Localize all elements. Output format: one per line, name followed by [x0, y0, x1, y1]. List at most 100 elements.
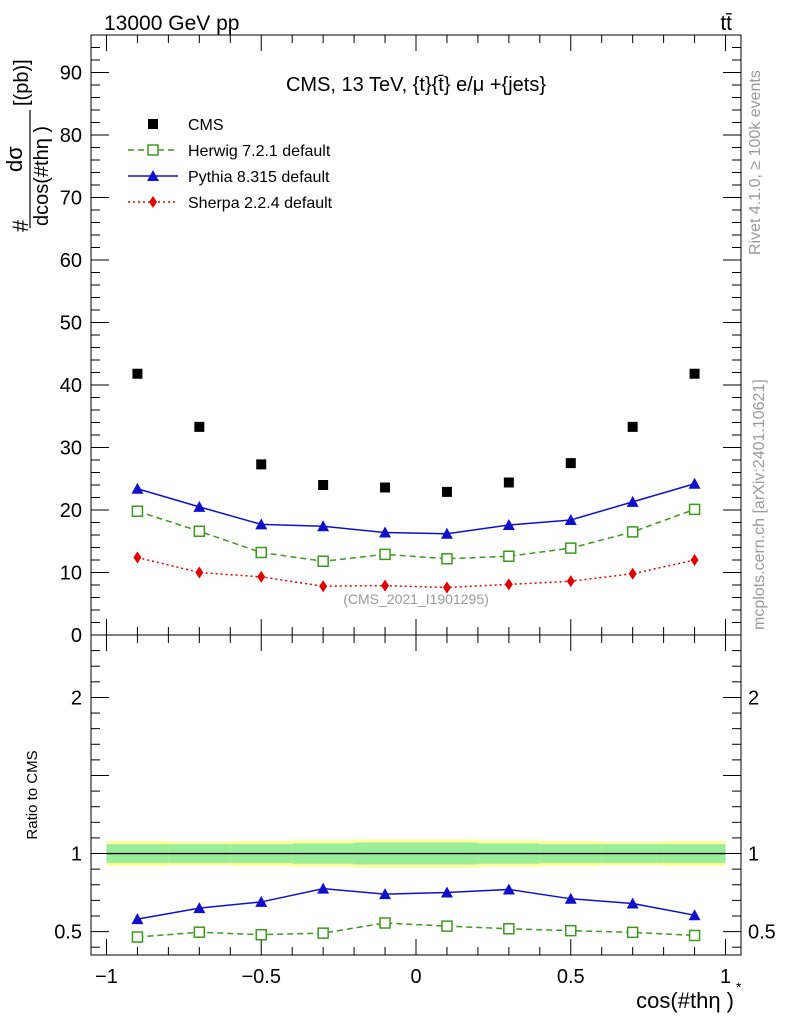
y-label-prefix: #: [8, 219, 33, 232]
ratio-y-axis-label: Ratio to CMS: [24, 750, 41, 839]
data-point-herwig: [255, 546, 267, 559]
data-point-pythia: [317, 520, 330, 532]
main-y-tick-label: 0: [71, 625, 82, 647]
data-point-pythia: [255, 895, 268, 907]
data-point-herwig: [441, 553, 453, 565]
energy-label: 13000 GeV pp: [104, 12, 239, 35]
data-point-cms: [627, 421, 638, 432]
y-label-unit: [(pb)]: [11, 59, 33, 106]
data-point-sherpa: [195, 566, 204, 579]
data-point-pythia: [688, 909, 701, 921]
data-point-cms: [441, 486, 452, 497]
y-label-denominator: dcos(#thη ): [31, 126, 53, 226]
data-point-cms: [565, 458, 576, 469]
data-point-herwig: [626, 926, 639, 939]
data-point-sherpa: [504, 578, 513, 591]
data-point-pythia: [379, 888, 392, 900]
data-point-herwig: [565, 542, 577, 554]
data-point-pythia: [193, 500, 206, 512]
main-y-tick-label: 50: [60, 313, 82, 335]
ratio-line-herwig: [137, 922, 695, 938]
data-point-cms: [689, 368, 700, 379]
x-tick-label: 1: [720, 966, 731, 988]
data-point-cms: [148, 119, 158, 129]
data-point-herwig: [317, 555, 329, 567]
rivet-label: Rivet 4.1.0, ≥ 100k events: [747, 70, 764, 255]
data-point-pythia: [131, 913, 144, 925]
y-label-numerator: dσ: [2, 146, 27, 172]
main-y-tick-label: 20: [60, 500, 82, 522]
data-point-pythia: [440, 527, 453, 539]
data-point-pythia: [564, 514, 577, 525]
data-point-pythia: [147, 170, 159, 181]
process-label: tt̄: [720, 12, 732, 35]
data-point-herwig: [441, 920, 453, 932]
analysis-watermark: (CMS_2021_I1901295): [343, 591, 489, 607]
data-point-herwig: [379, 917, 391, 929]
main-y-tick-label: 90: [60, 63, 82, 85]
main-y-tick-label: 40: [60, 375, 82, 397]
ratio-panel-frame: [90, 634, 742, 956]
main-axes: 0 10 20 30 40 50 60 70 80 90: [60, 35, 741, 647]
data-point-sherpa: [257, 570, 266, 583]
data-point-herwig: [688, 929, 701, 942]
data-point-herwig: [317, 927, 329, 939]
main-y-tick-label: 30: [60, 438, 82, 460]
data-point-pythia: [626, 495, 639, 507]
data-point-herwig: [255, 928, 267, 941]
data-point-cms: [318, 480, 329, 490]
data-point-sherpa: [149, 196, 157, 208]
legend-label: Pythia 8.315 default: [188, 169, 330, 186]
main-y-tick-label: 80: [60, 125, 82, 147]
ratio-line-pythia: [137, 887, 695, 920]
data-point-pythia: [564, 892, 577, 904]
main-y-tick-label: 10: [60, 563, 82, 585]
data-point-sherpa: [690, 554, 699, 566]
x-tick-label: −1: [95, 966, 118, 988]
data-point-herwig: [503, 550, 515, 562]
series-line-sherpa: [137, 556, 695, 589]
data-point-cms: [194, 421, 205, 432]
data-point-cms: [256, 459, 267, 470]
data-point-cms: [132, 368, 143, 379]
x-tick-label: −0.5: [241, 966, 280, 988]
ratio-panel: Ratio to CMS −1 −0.5 0 0.5 1 0.5 0.5 1 1 2 2 cos(#…: [24, 634, 776, 1013]
x-tick-label: 0: [410, 966, 421, 988]
data-point-pythia: [193, 902, 206, 914]
mcplots-label: mcplots.cern.ch [arXiv:2401.10621]: [751, 379, 768, 630]
data-point-sherpa: [133, 551, 142, 564]
ratio-y-tick-label: 2: [71, 687, 82, 709]
main-marks: [131, 368, 701, 594]
x-tick-label: 0.5: [557, 966, 585, 988]
data-point-pythia: [688, 477, 701, 489]
data-point-herwig: [193, 926, 206, 938]
ratio-uncertainty-band: [106, 839, 726, 868]
main-panel: CMS, 13 TeV, {t}{t̄} e/μ +{jets} (CMS_20…: [2, 34, 742, 647]
ratio-marks: [131, 882, 701, 943]
data-point-cms: [380, 482, 391, 493]
data-point-herwig: [565, 924, 577, 937]
data-point-sherpa: [566, 575, 575, 588]
chart-title: CMS, 13 TeV, {t}{t̄} e/μ +{jets}: [286, 74, 546, 96]
legend-label: CMS: [188, 117, 224, 134]
legend: CMS Herwig 7.2.1 default Pythia 8.315 defa…: [128, 117, 333, 212]
main-y-tick-label: 70: [60, 188, 82, 210]
ratio-y-tick-label-right: 0.5: [748, 922, 776, 944]
data-point-herwig: [503, 923, 515, 935]
series-line-herwig: [137, 508, 695, 563]
data-point-herwig: [131, 931, 144, 943]
ratio-y-tick-label-right: 1: [748, 844, 759, 866]
data-point-pythia: [131, 482, 144, 494]
x-label-text: cos(#thη ): [636, 988, 734, 1013]
x-axis-label: cos(#thη ) *: [636, 979, 742, 1013]
x-label-superscript: *: [736, 979, 742, 995]
data-point-pythia: [440, 886, 453, 898]
data-point-pythia: [317, 882, 330, 894]
data-point-cms: [503, 477, 514, 488]
main-y-tick-label: 60: [60, 250, 82, 272]
data-point-pythia: [255, 518, 268, 530]
data-point-herwig: [379, 548, 391, 561]
ratio-y-tick-label: 0.5: [54, 922, 82, 944]
